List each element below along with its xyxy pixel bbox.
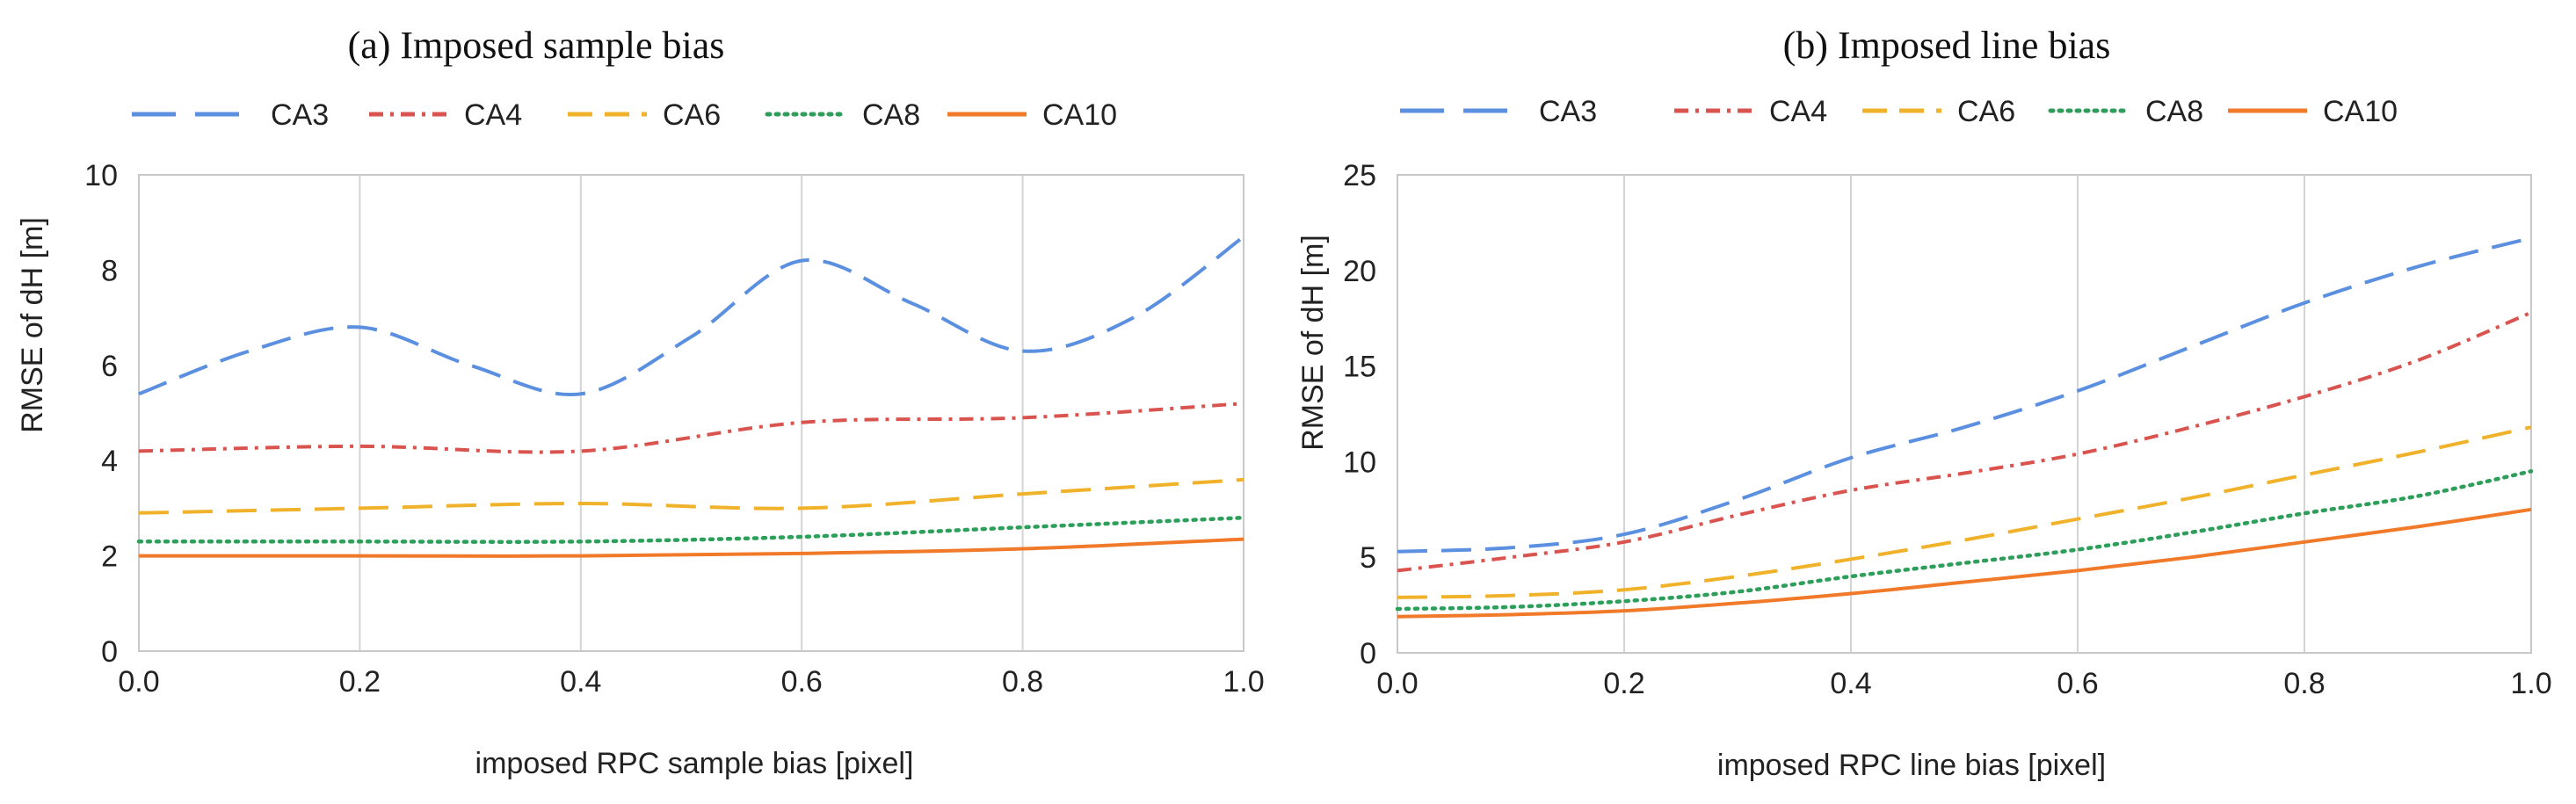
legend-label: CA4: [464, 98, 522, 132]
x-tick-label: 1.0: [2510, 667, 2551, 700]
legend-label: CA8: [862, 98, 920, 132]
legend-item-ca8: CA8: [765, 98, 920, 132]
series-line-ca6: [138, 477, 1244, 515]
x-tick-label: 0.0: [118, 665, 159, 699]
legend-item-ca4: CA4: [1674, 95, 1827, 128]
y-tick-label: 15: [1343, 351, 1376, 384]
legend-label: CA10: [2323, 95, 2398, 128]
chart-panel-b: (b) Imposed line bias CA3 CA4 CA6 CA8 CA10 0…: [1296, 24, 2552, 782]
series-line-ca10: [139, 537, 1244, 558]
series-line-ca6: [1397, 425, 2532, 599]
legend-item-ca3: CA3: [132, 98, 329, 132]
legend-item-ca6: CA6: [568, 98, 721, 132]
x-tick-label: 0.4: [560, 665, 601, 699]
y-tick-label: 0: [1360, 637, 1376, 670]
series-line-ca3: [1397, 235, 2532, 554]
y-tick-label: 0: [101, 635, 118, 669]
y-tick-label: 5: [1360, 541, 1376, 575]
legend-label: CA3: [271, 98, 329, 132]
y-axis-label: RMSE of dH [m]: [1296, 235, 1330, 451]
series-line-ca8: [136, 515, 1246, 544]
legend-item-ca3: CA3: [1400, 95, 1597, 128]
series-line-ca4: [1397, 310, 2532, 573]
y-tick-label: 4: [101, 445, 118, 478]
y-axis-label: RMSE of dH [m]: [16, 217, 49, 433]
legend-item-ca6: CA6: [1862, 95, 2015, 128]
chart-title: (b) Imposed line bias: [1783, 24, 2111, 67]
x-tick-label: 0.0: [1376, 667, 1418, 700]
series-line-ca8: [1395, 469, 2534, 612]
series-line-ca10: [1397, 507, 2532, 619]
legend-label: CA8: [2145, 95, 2203, 128]
plot-area: 0.0 0.2 0.4 0.6 0.8 1.0 0 2 4 6 8 10: [84, 159, 1264, 699]
legend-label: CA6: [663, 98, 721, 132]
legend-label: CA4: [1769, 95, 1827, 128]
legend-item-ca10: CA10: [947, 98, 1117, 132]
plot-area: 0.0 0.2 0.4 0.6 0.8 1.0 0 5 10 15 20 25: [1343, 159, 2551, 700]
legend-label: CA6: [1957, 95, 2015, 128]
legend-item-ca4: CA4: [369, 98, 522, 132]
chart-panel-a: (a) Imposed sample bias CA3 CA4 CA6 CA8 CA10…: [16, 24, 1265, 780]
chart-title: (a) Imposed sample bias: [348, 24, 725, 67]
x-axis-label: imposed RPC line bias [pixel]: [1717, 749, 2106, 782]
x-tick-label: 1.0: [1223, 665, 1264, 699]
series-line-ca3: [138, 235, 1245, 397]
y-tick-label: 20: [1343, 255, 1376, 288]
x-tick-label: 0.6: [781, 665, 823, 699]
legend-label: CA10: [1042, 98, 1117, 132]
y-tick-label: 25: [1343, 159, 1376, 192]
x-tick-label: 0.8: [2283, 667, 2325, 700]
y-tick-label: 10: [1343, 445, 1376, 479]
legend: CA3 CA4 CA6 CA8 CA10: [1400, 95, 2398, 128]
x-tick-label: 0.8: [1002, 665, 1043, 699]
y-tick-label: 6: [101, 350, 118, 383]
plot-frame: [138, 174, 1244, 652]
y-tick-label: 8: [101, 254, 118, 287]
x-tick-label: 0.4: [1830, 667, 1871, 700]
y-tick-label: 10: [84, 159, 118, 192]
legend-item-ca8: CA8: [2048, 95, 2203, 128]
x-tick-label: 0.2: [339, 665, 381, 699]
legend-label: CA3: [1539, 95, 1597, 128]
plot-frame: [1397, 174, 2532, 654]
legend-item-ca10: CA10: [2228, 95, 2398, 128]
x-tick-label: 0.2: [1603, 667, 1644, 700]
y-tick-label: 2: [101, 540, 118, 574]
series-line-ca4: [138, 402, 1244, 454]
x-tick-label: 0.6: [2057, 667, 2098, 700]
x-axis-label: imposed RPC sample bias [pixel]: [475, 747, 914, 780]
legend: CA3 CA4 CA6 CA8 CA10: [132, 98, 1117, 132]
